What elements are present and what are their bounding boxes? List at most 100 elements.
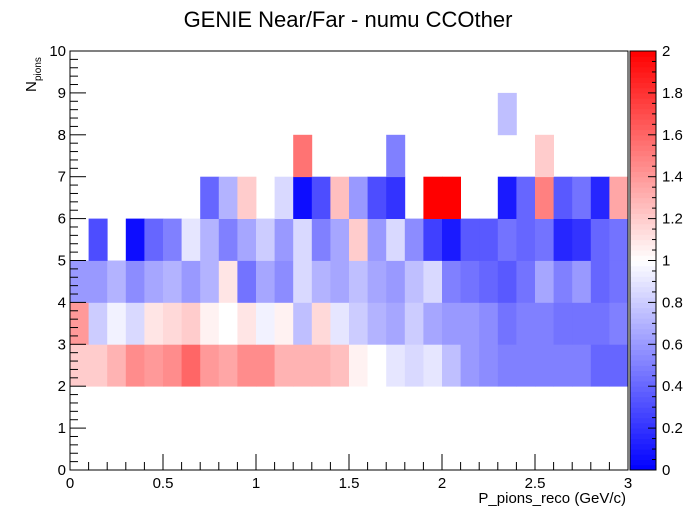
heatmap-cell bbox=[144, 344, 164, 387]
heatmap-cell bbox=[330, 260, 350, 303]
heatmap-cell bbox=[181, 302, 201, 345]
heatmap-cell bbox=[535, 302, 554, 345]
z-tick-label: 0 bbox=[662, 462, 670, 479]
heatmap-cell bbox=[311, 218, 331, 261]
color-scale-band bbox=[630, 218, 656, 225]
heatmap-cell bbox=[590, 302, 610, 345]
color-scale-band bbox=[630, 401, 656, 408]
heatmap-cell bbox=[572, 176, 592, 219]
x-tick-label: 1.5 bbox=[339, 475, 360, 492]
color-scale-band bbox=[630, 187, 656, 193]
x-tick-label: 2 bbox=[438, 475, 446, 492]
heatmap-cell bbox=[367, 344, 387, 387]
heatmap-cell bbox=[237, 260, 257, 303]
heatmap-cell bbox=[293, 302, 313, 345]
heatmap-cell bbox=[516, 218, 536, 261]
color-scale-band bbox=[630, 51, 656, 57]
y-tick-label: 10 bbox=[49, 43, 66, 60]
color-scale-band bbox=[630, 454, 656, 461]
color-scale-band bbox=[630, 181, 656, 188]
heatmap-cell bbox=[460, 260, 480, 303]
heatmap-cell bbox=[200, 344, 220, 387]
color-scale-band bbox=[630, 297, 656, 303]
color-scale-band bbox=[630, 459, 656, 466]
heatmap-cell bbox=[479, 302, 499, 345]
color-scale-band bbox=[630, 56, 656, 62]
heatmap-cell bbox=[163, 302, 182, 345]
heatmap-cell bbox=[256, 218, 275, 261]
color-scale-band bbox=[630, 344, 656, 351]
color-scale-band bbox=[630, 391, 656, 398]
color-scale-band bbox=[630, 412, 656, 419]
color-scale-band bbox=[630, 265, 656, 272]
color-scale-band bbox=[630, 339, 656, 345]
color-scale-band bbox=[630, 213, 656, 220]
heatmap-cell bbox=[200, 260, 220, 303]
heatmap-cell bbox=[609, 302, 629, 345]
heatmap-cell bbox=[330, 302, 350, 345]
color-scale-band bbox=[630, 417, 656, 424]
heatmap-cell bbox=[200, 218, 220, 261]
heatmap-cell bbox=[386, 260, 406, 303]
color-scale-band bbox=[630, 286, 656, 293]
heatmap-cell bbox=[70, 344, 89, 387]
heatmap-cell bbox=[553, 218, 573, 261]
heatmap-cell bbox=[572, 302, 592, 345]
heatmap-cell bbox=[572, 344, 592, 387]
x-tick-label: 0 bbox=[66, 475, 74, 492]
heatmap-cell bbox=[88, 260, 108, 303]
heatmap-cell bbox=[70, 260, 89, 303]
color-scale-band bbox=[630, 449, 656, 455]
heatmap-cell bbox=[293, 176, 313, 219]
heatmap-cell bbox=[330, 218, 350, 261]
color-scale-band bbox=[630, 129, 656, 136]
color-scale-band bbox=[630, 134, 656, 141]
heatmap-cell bbox=[293, 344, 313, 387]
color-scale-band bbox=[630, 145, 656, 152]
color-scale-band bbox=[630, 438, 656, 445]
heatmap-cell bbox=[590, 344, 610, 387]
heatmap-cell bbox=[497, 176, 517, 219]
heatmap-cell bbox=[516, 302, 536, 345]
color-scale-band bbox=[630, 349, 656, 356]
y-tick-label: 8 bbox=[58, 127, 66, 144]
heatmap-cell bbox=[386, 302, 406, 345]
heatmap-cell bbox=[349, 302, 368, 345]
y-tick-label: 6 bbox=[58, 211, 66, 228]
heatmap-cell bbox=[237, 176, 257, 219]
heatmap-cell bbox=[590, 176, 610, 219]
heatmap-cell bbox=[553, 176, 573, 219]
color-scale-band bbox=[630, 312, 656, 319]
z-tick-label: 1 bbox=[662, 253, 670, 270]
color-scale-band bbox=[630, 386, 656, 392]
heatmap-cell bbox=[497, 260, 517, 303]
x-tick-label: 2.5 bbox=[525, 475, 546, 492]
heatmap-cell bbox=[144, 218, 164, 261]
heatmap-cell bbox=[386, 344, 406, 387]
y-tick-label: 5 bbox=[58, 253, 66, 270]
color-scale-band bbox=[630, 150, 656, 157]
heatmap-cell bbox=[423, 176, 443, 219]
heatmap-cell bbox=[274, 218, 294, 261]
color-scale-band bbox=[630, 223, 656, 230]
color-scale-band bbox=[630, 302, 656, 309]
heatmap-cell bbox=[572, 260, 592, 303]
color-scale-band bbox=[630, 113, 656, 120]
heatmap-cell bbox=[609, 260, 629, 303]
heatmap-cell bbox=[442, 176, 461, 219]
heatmap-cell bbox=[125, 218, 145, 261]
heatmap-cell bbox=[200, 302, 220, 345]
heatmap-cell bbox=[88, 302, 108, 345]
color-scale-band bbox=[630, 380, 656, 387]
color-scale-band bbox=[630, 464, 656, 471]
z-tick-label: 1.2 bbox=[662, 211, 683, 228]
heatmap-cell bbox=[404, 302, 424, 345]
heatmap-cell bbox=[125, 344, 145, 387]
heatmap-cell bbox=[181, 218, 201, 261]
color-scale-band bbox=[630, 354, 656, 361]
color-scale-band bbox=[630, 234, 656, 241]
y-tick-label: 2 bbox=[58, 378, 66, 395]
heatmap-cell bbox=[553, 344, 573, 387]
heatmap-cell bbox=[88, 344, 108, 387]
